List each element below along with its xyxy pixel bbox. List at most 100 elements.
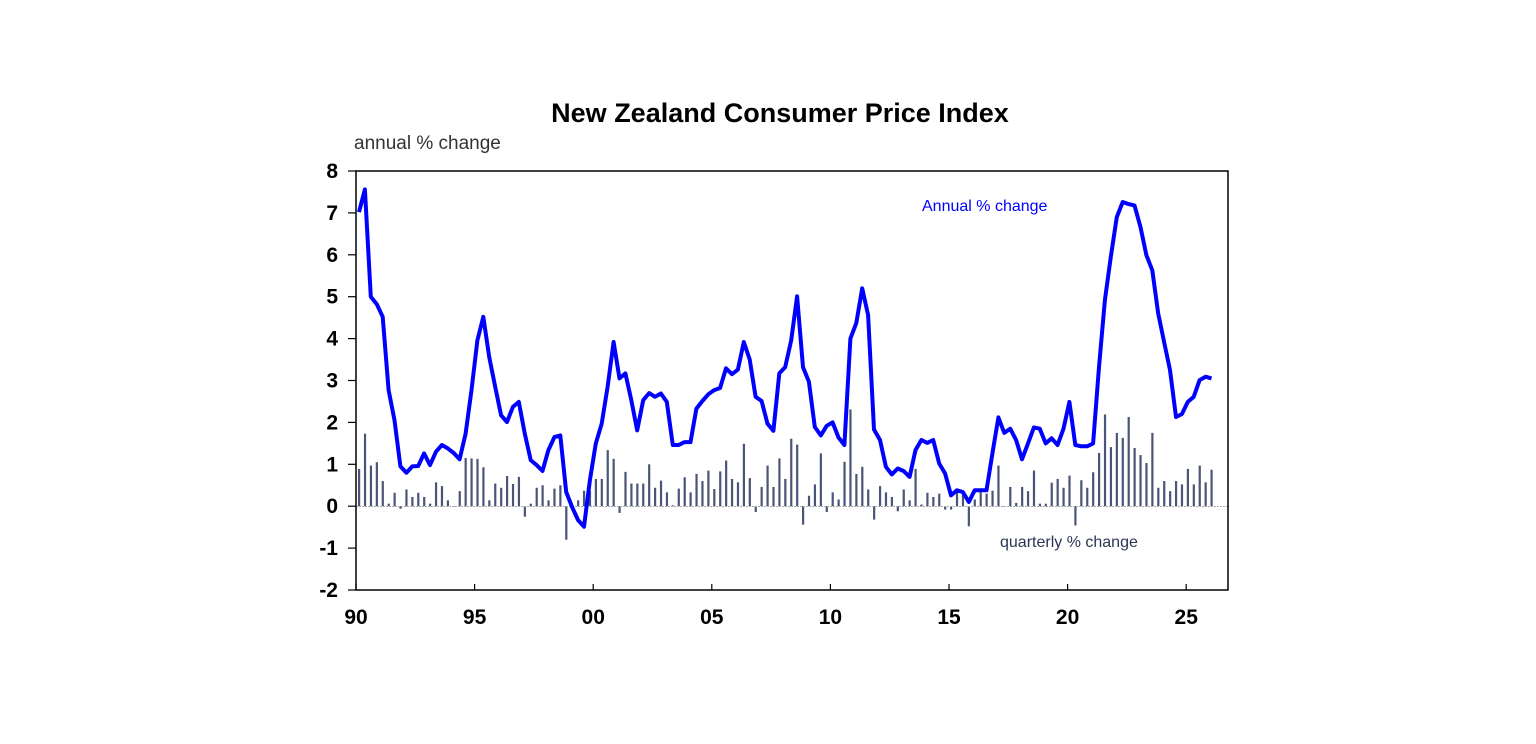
- y-tick-label: 5: [326, 286, 338, 309]
- quarterly-bar: [506, 476, 509, 507]
- quarterly-bar: [494, 483, 497, 507]
- quarterly-bar: [1068, 475, 1071, 507]
- quarterly-bar: [1092, 472, 1095, 507]
- quarterly-bar: [938, 493, 941, 507]
- quarterly-bar: [523, 506, 526, 517]
- quarterly-bar: [1062, 487, 1065, 507]
- quarterly-bar: [1180, 484, 1184, 507]
- quarterly-bar: [802, 506, 805, 525]
- quarterly-bar: [719, 471, 722, 507]
- quarterly-bar: [399, 506, 402, 509]
- quarterly-bar: [748, 478, 751, 507]
- quarterly-bar: [1080, 480, 1083, 507]
- quarterly-bar: [1056, 478, 1059, 507]
- quarterly-bar: [683, 477, 686, 507]
- quarterly-bar: [1021, 486, 1024, 507]
- annual-change-line: [357, 187, 1213, 529]
- quarterly-bar: [713, 489, 716, 507]
- quarterly-bar: [742, 443, 745, 507]
- chart-title: New Zealand Consumer Price Index: [551, 98, 1009, 128]
- quarterly-bar: [1169, 491, 1172, 507]
- quarterly-bar: [429, 503, 432, 507]
- quarterly-bar: [985, 493, 988, 507]
- quarterly-bar: [890, 496, 893, 507]
- y-tick-label: -1: [319, 537, 338, 560]
- quarterly-bar: [577, 500, 580, 507]
- quarterly-bar: [908, 500, 911, 507]
- quarterly-bar: [606, 450, 609, 507]
- quarterly-bar: [423, 496, 426, 507]
- quarterly-bar: [1032, 470, 1036, 507]
- quarterly-bar: [878, 486, 882, 507]
- quarterly-bar: [867, 489, 870, 507]
- quarterly-bar: [967, 506, 970, 527]
- quarterly-bar: [511, 483, 515, 507]
- quarterly-bar: [778, 458, 781, 507]
- quarterly-bar: [807, 495, 811, 507]
- quarterly-bar: [434, 482, 438, 507]
- quarterly-bar: [707, 470, 710, 507]
- quarterly-bar: [369, 465, 373, 507]
- quarterly-bar: [1115, 432, 1118, 507]
- quarterly-bar: [671, 505, 674, 507]
- quarterly-bar: [588, 491, 592, 507]
- quarterly-bar: [1098, 452, 1101, 507]
- y-tick-label: 7: [326, 202, 338, 225]
- quarterly-bar: [665, 492, 669, 507]
- x-axis: 90 95 00 05 10 15 20 25: [344, 584, 1198, 629]
- quarterly-bar: [955, 492, 959, 507]
- quarterly-bar: [1139, 455, 1142, 507]
- quarterly-bar: [766, 465, 769, 507]
- quarterly-bar: [896, 506, 899, 512]
- quarterly-bar: [819, 453, 822, 507]
- quarterly-bar: [979, 491, 982, 507]
- quarterly-bar: [446, 500, 449, 507]
- y-tick-label: 2: [326, 411, 338, 434]
- quarterly-bar: [843, 461, 846, 507]
- quarterly-bar: [849, 409, 852, 507]
- x-tick-label: 00: [582, 606, 605, 629]
- y-tick-label: 8: [326, 160, 338, 183]
- quarterly-bar: [618, 506, 621, 513]
- quarterly-bar: [553, 488, 556, 507]
- y-tick-label: 1: [326, 453, 338, 476]
- quarterly-bar: [1151, 432, 1154, 507]
- y-tick-label: 3: [326, 370, 338, 393]
- quarterly-bar: [1044, 503, 1047, 507]
- quarterly-bar: [902, 489, 905, 507]
- quarterly-bar: [393, 492, 396, 507]
- quarterly-bar: [482, 467, 485, 507]
- quarterly-bar: [464, 458, 467, 507]
- quarterly-bar: [837, 499, 840, 507]
- quarterly-bar: [417, 492, 420, 507]
- quarterly-bar: [636, 483, 639, 507]
- quarterly-bar: [932, 496, 935, 507]
- y-tick-label: -2: [319, 579, 338, 602]
- quarterly-bar: [358, 468, 361, 507]
- quarterly-bar: [476, 458, 479, 507]
- quarterly-bar: [1086, 487, 1089, 507]
- quarterly-bar: [861, 466, 864, 507]
- y-tick-label: 6: [326, 244, 338, 267]
- x-tick-label: 15: [937, 606, 961, 629]
- quarterly-bar: [654, 487, 657, 507]
- quarterly-bar: [914, 468, 917, 507]
- quarterly-bar: [873, 506, 876, 520]
- quarterly-bar: [405, 489, 408, 507]
- quarterly-bar: [736, 482, 740, 507]
- quarterly-bar: [517, 476, 521, 507]
- quarterly-bar: [500, 487, 503, 507]
- quarterly-bar: [642, 483, 645, 507]
- quarterly-bar: [1198, 465, 1201, 507]
- quarterly-bar: [760, 486, 763, 507]
- quarterly-bar: [1204, 482, 1207, 507]
- y-axis-unit-label: annual % change: [354, 133, 501, 154]
- quarterly-bar: [991, 490, 994, 507]
- quarterly-bar: [1038, 503, 1041, 507]
- x-tick-label: 05: [700, 606, 724, 629]
- quarterly-bar: [884, 492, 888, 507]
- quarterly-bar: [547, 500, 550, 507]
- quarterly-bar: [1174, 481, 1178, 507]
- quarterly-series-label: quarterly % change: [1000, 534, 1138, 551]
- x-tick-label: 95: [463, 606, 487, 629]
